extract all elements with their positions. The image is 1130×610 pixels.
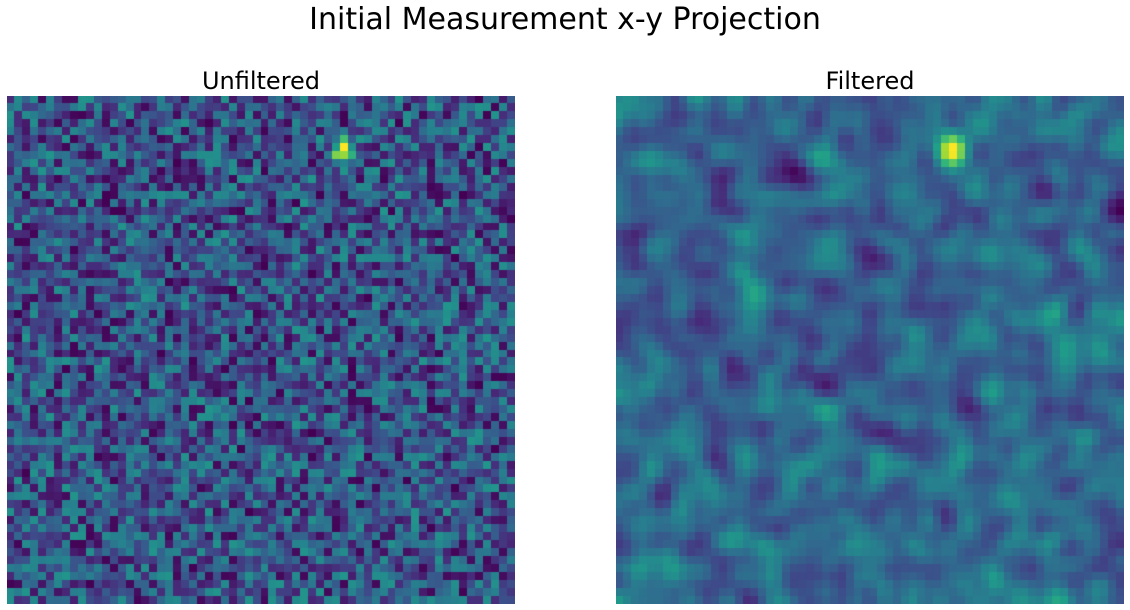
heatmap-filtered — [616, 96, 1124, 604]
heatmap-unfiltered — [7, 96, 515, 604]
panel-title-filtered: Filtered — [825, 67, 915, 95]
panel-title-unfiltered: Unfiltered — [201, 67, 321, 95]
figure-title: Initial Measurement x-y Projection — [309, 2, 821, 37]
